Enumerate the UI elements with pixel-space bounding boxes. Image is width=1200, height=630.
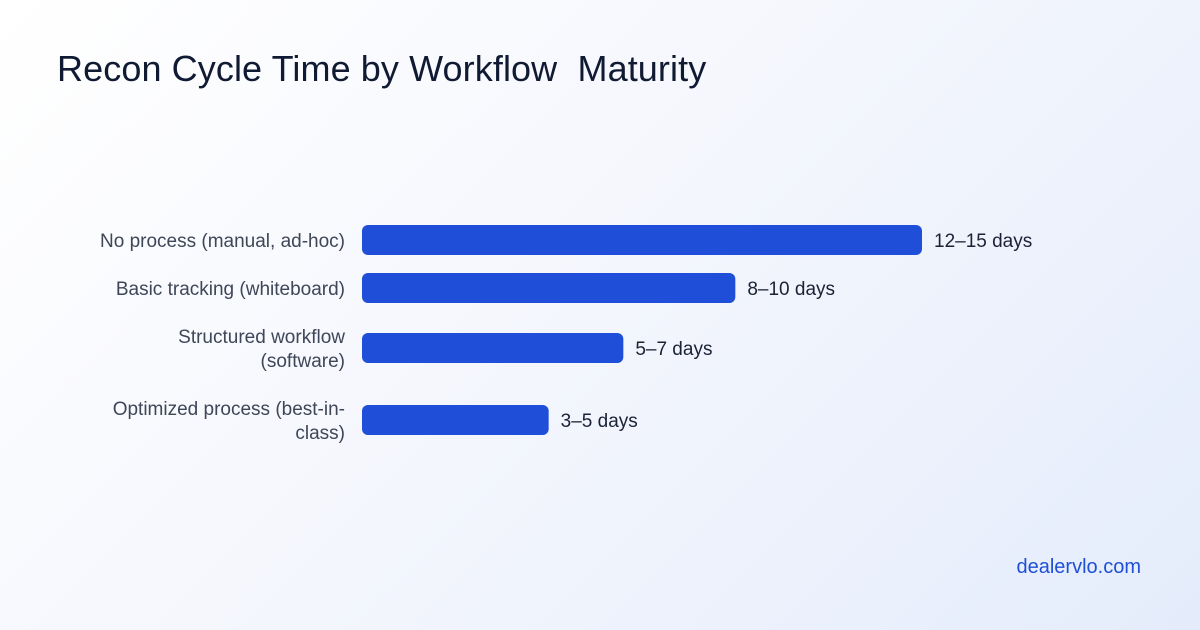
category-label-line: Structured workflow xyxy=(178,327,345,348)
bar-value-label: 3–5 days xyxy=(561,411,638,432)
category-label: Optimized process (best-in-class) xyxy=(113,399,345,444)
category-label-line: (software) xyxy=(261,351,345,372)
bar-value-label: 5–7 days xyxy=(635,339,712,360)
category-label-line: No process (manual, ad-hoc) xyxy=(100,231,345,252)
bar xyxy=(362,273,736,303)
bar xyxy=(362,333,624,363)
category-label: Structured workflow (software) xyxy=(178,327,345,372)
bar xyxy=(362,225,922,255)
category-label: Basic tracking (whiteboard) xyxy=(116,279,345,300)
chart-title: Recon Cycle Time by Workflow Maturity xyxy=(57,48,707,89)
category-label: No process (manual, ad-hoc) xyxy=(100,231,345,252)
bar xyxy=(362,405,549,435)
category-label-line: Optimized process (best-in- xyxy=(113,399,345,420)
brand-link[interactable]: dealervlo.com xyxy=(1016,556,1141,578)
bar-value-label: 8–10 days xyxy=(747,279,835,300)
bar-value-label: 12–15 days xyxy=(934,231,1032,252)
category-label-line: class) xyxy=(295,423,345,444)
category-label-line: Basic tracking (whiteboard) xyxy=(116,279,345,300)
